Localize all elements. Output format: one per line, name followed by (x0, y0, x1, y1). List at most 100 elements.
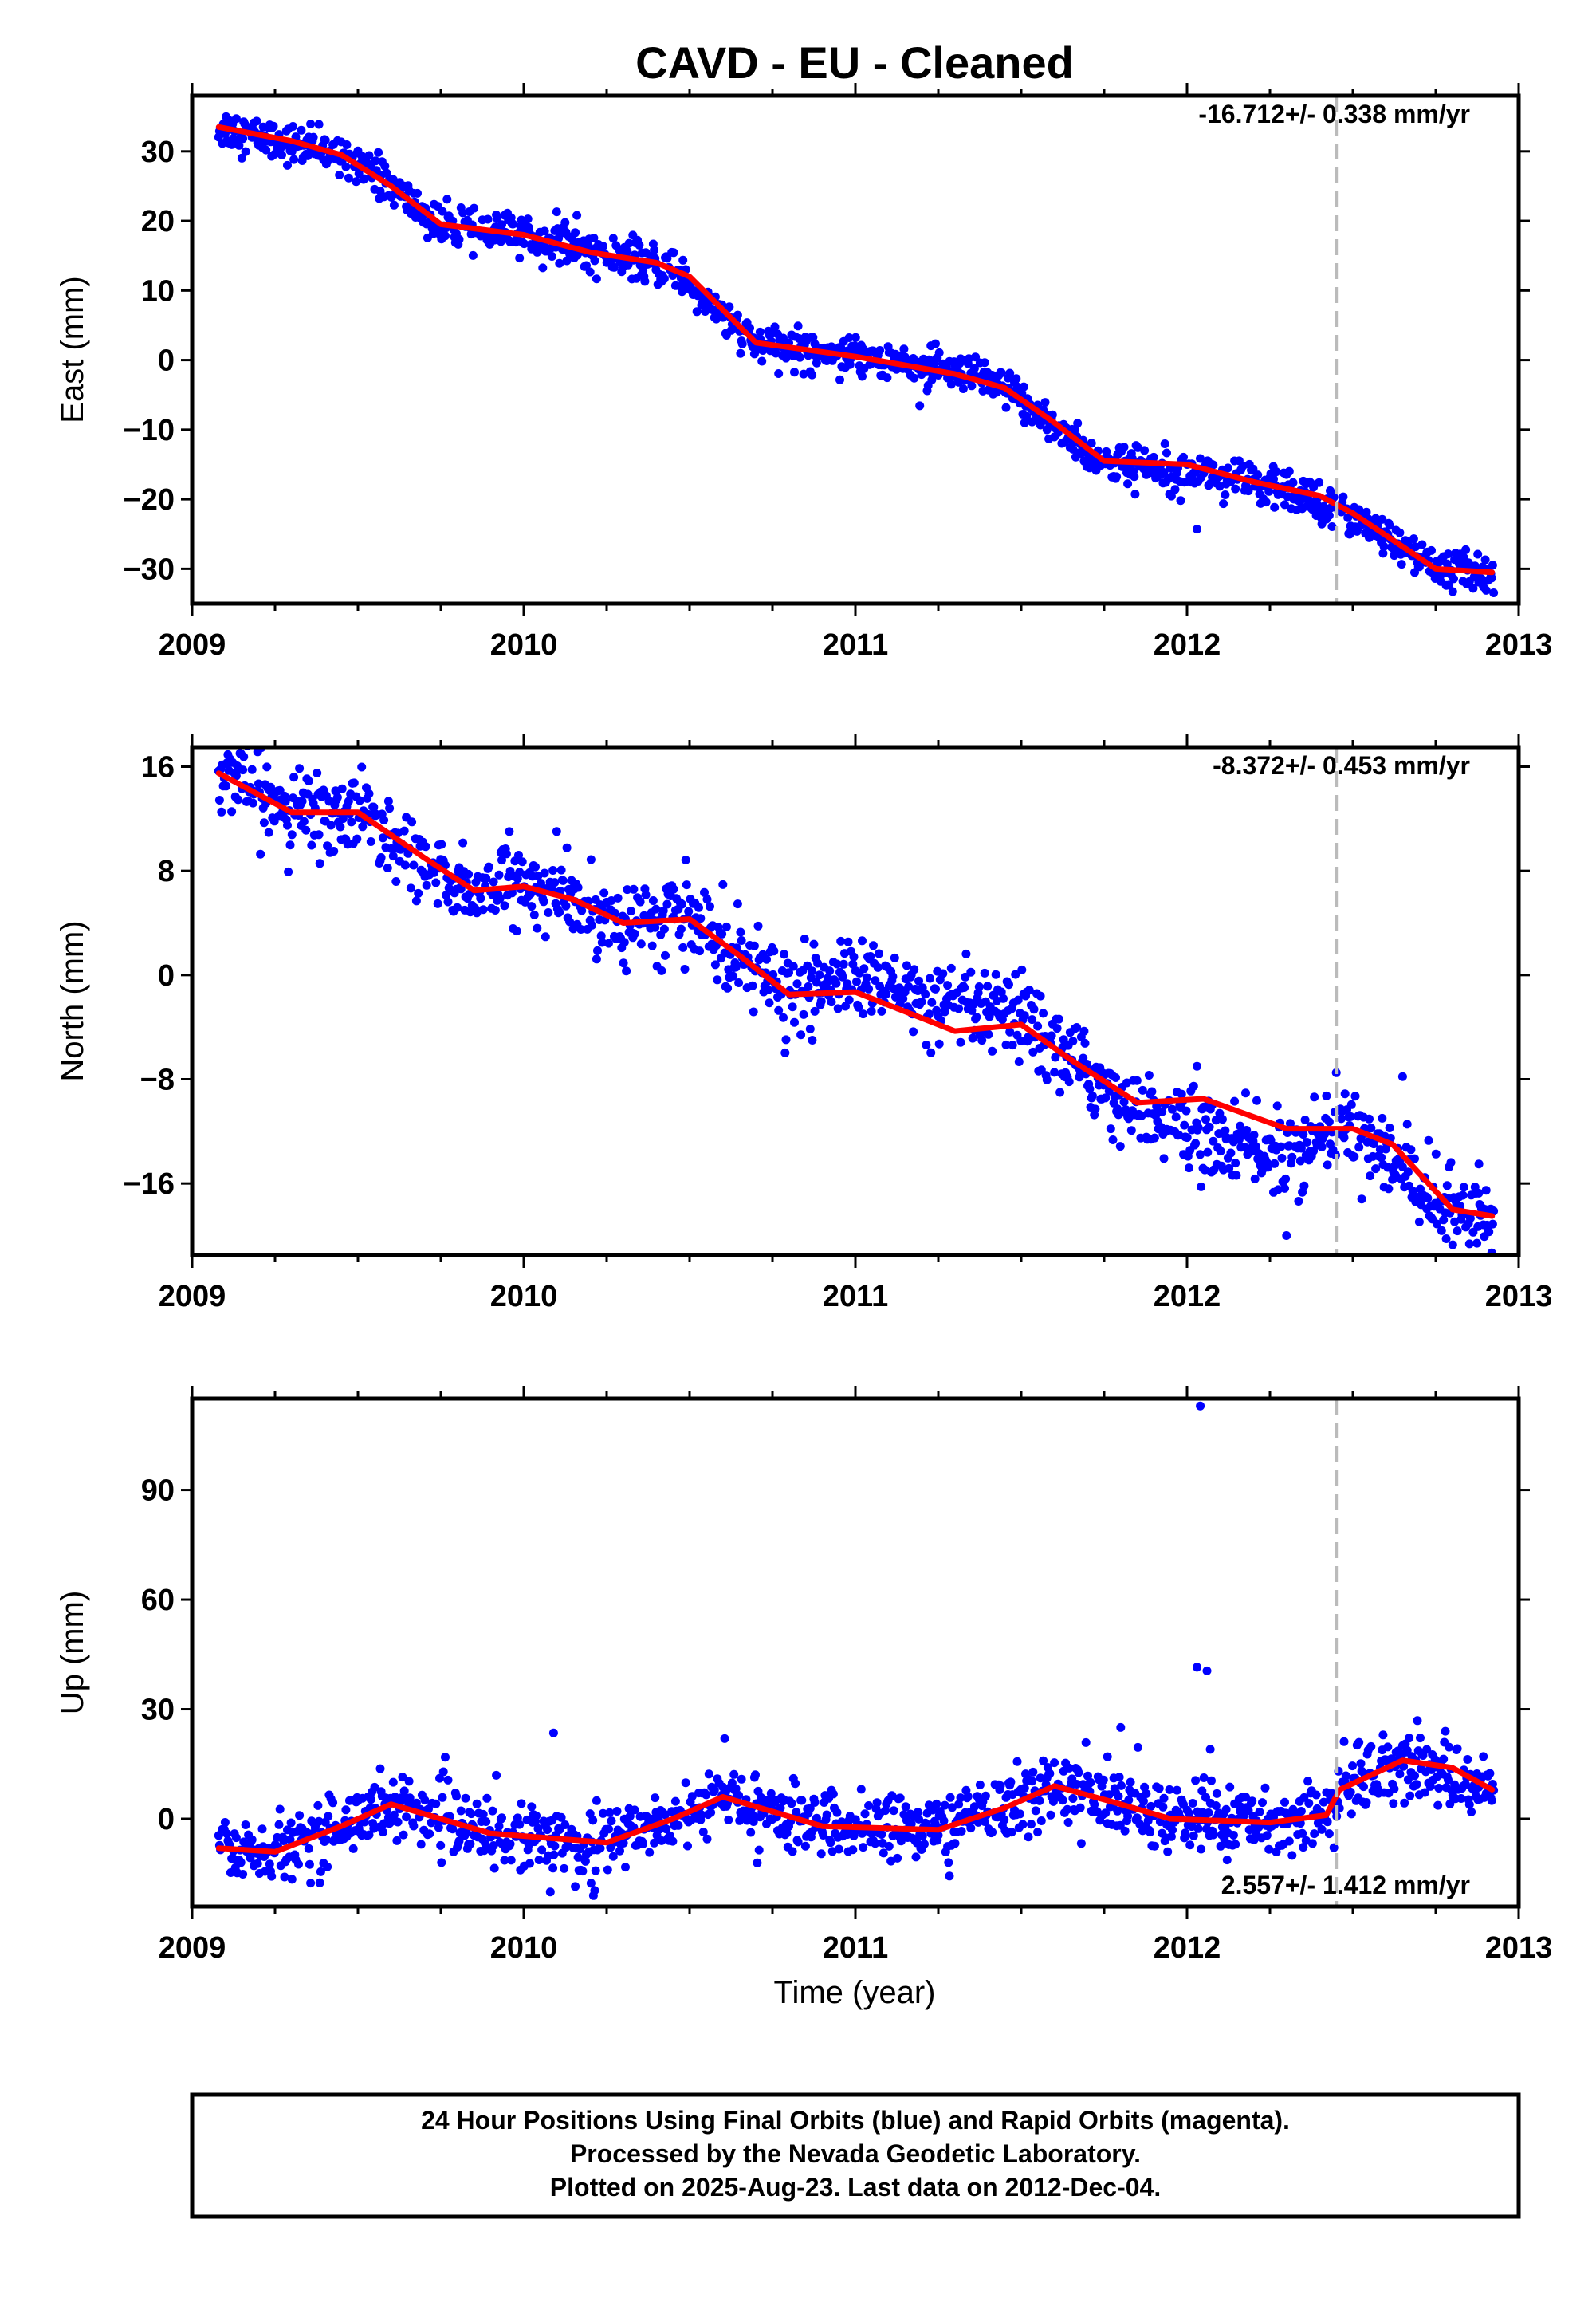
up-point (1341, 1771, 1350, 1781)
east-point (599, 242, 607, 251)
up-point (1126, 1777, 1135, 1787)
north-point (433, 899, 442, 908)
up-point (537, 1845, 547, 1855)
up-point (710, 1785, 719, 1795)
up-point (950, 1839, 960, 1848)
north-point (678, 899, 686, 909)
up-point (341, 1805, 351, 1815)
east-point (624, 238, 634, 248)
north-point (629, 884, 639, 894)
north-point (1299, 1130, 1308, 1139)
up-point (1434, 1784, 1444, 1793)
up-point (749, 1817, 758, 1826)
north-point (924, 1009, 934, 1019)
north-point (774, 1005, 784, 1015)
east-point (725, 302, 734, 312)
north-point (1024, 986, 1034, 995)
up-point (1420, 1788, 1429, 1797)
east-point (483, 214, 493, 224)
north-point (357, 762, 367, 772)
north-point (1036, 991, 1045, 1001)
up-point (1211, 1801, 1221, 1810)
east-point (1270, 502, 1280, 512)
north-point (788, 962, 798, 971)
up-point (1346, 1809, 1356, 1819)
north-point (619, 938, 629, 947)
east-point (1362, 507, 1371, 517)
north-point (1144, 1071, 1154, 1080)
north-point (875, 949, 883, 958)
up-point (482, 1793, 492, 1803)
east-point (454, 234, 464, 244)
east-point (1339, 492, 1348, 502)
north-point (934, 1039, 944, 1049)
north-point (1252, 1096, 1261, 1105)
north-point (347, 817, 356, 827)
east-point (1170, 485, 1180, 494)
east-point (374, 148, 383, 157)
east-x-tick-label: 2012 (1154, 628, 1221, 662)
up-point (607, 1816, 616, 1826)
north-point (1442, 1181, 1452, 1190)
north-point (248, 798, 257, 808)
east-point (1123, 479, 1133, 489)
up-point (697, 1810, 706, 1820)
up-point (787, 1799, 796, 1808)
north-point (358, 822, 368, 832)
north-point (442, 891, 451, 900)
north-point (1250, 1174, 1260, 1183)
east-point (389, 200, 399, 210)
up-point (661, 1810, 670, 1820)
up-point (438, 1793, 447, 1802)
up-point (1402, 1745, 1412, 1755)
north-point (1439, 1215, 1449, 1225)
up-point (766, 1789, 776, 1798)
north-point (1433, 1219, 1441, 1229)
north-point (1437, 1226, 1446, 1235)
north-x-tick-label: 2012 (1154, 1280, 1221, 1313)
up-point (619, 1838, 628, 1848)
north-point (1230, 1096, 1240, 1106)
up-point (1146, 1828, 1155, 1837)
up-point (257, 1824, 267, 1834)
up-point (1142, 1789, 1151, 1798)
north-point (1211, 1116, 1221, 1125)
up-point (1405, 1791, 1415, 1800)
up-point (1035, 1796, 1044, 1805)
east-point (1473, 549, 1483, 559)
north-outlier-point (1282, 1231, 1291, 1240)
north-point (1281, 1174, 1291, 1183)
up-point (1036, 1773, 1045, 1783)
north-point (1185, 1163, 1193, 1173)
up-point (1007, 1828, 1016, 1837)
up-point (1150, 1841, 1159, 1851)
up-point (1231, 1840, 1240, 1849)
north-point (749, 1007, 758, 1017)
north-point (848, 959, 858, 969)
up-point (1422, 1745, 1432, 1754)
up-point (489, 1863, 499, 1873)
north-point (748, 981, 757, 990)
north-point (790, 1017, 799, 1027)
east-point (592, 274, 601, 284)
north-outlier-point (1397, 1072, 1407, 1081)
north-point (552, 827, 561, 836)
north-point (1080, 1038, 1090, 1048)
north-point (332, 793, 342, 802)
east-point (1324, 510, 1334, 520)
north-point (304, 777, 313, 785)
east-point (297, 125, 306, 135)
north-point (681, 856, 690, 864)
east-point (790, 368, 799, 377)
up-point (1212, 1789, 1221, 1798)
up-point (1074, 1768, 1083, 1777)
up-point (751, 1770, 760, 1780)
north-point (1193, 1123, 1203, 1132)
north-point (1431, 1149, 1441, 1159)
east-point (413, 188, 422, 198)
north-point (1323, 1160, 1332, 1170)
north-point (684, 907, 694, 916)
north-point (706, 902, 714, 911)
up-point (236, 1858, 246, 1867)
north-point (1051, 1053, 1060, 1062)
